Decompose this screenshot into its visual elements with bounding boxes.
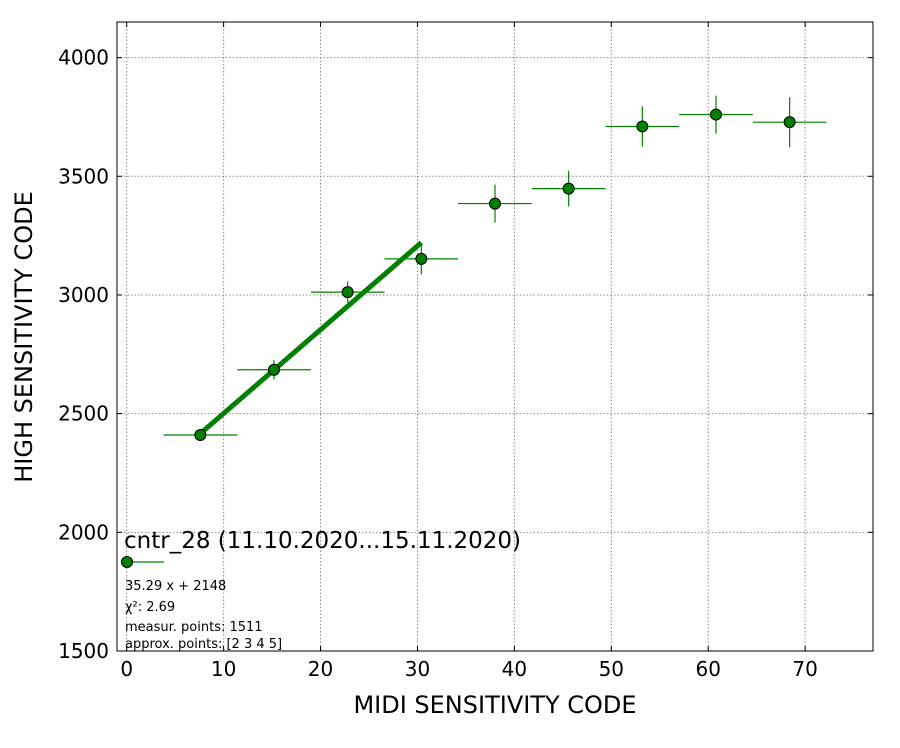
y-tick-label: 3000 [58, 283, 109, 307]
data-point [341, 286, 354, 299]
x-tick-label: 20 [308, 657, 333, 681]
data-point [415, 252, 428, 265]
x-tick-label: 30 [405, 657, 430, 681]
grid [117, 22, 873, 651]
data-point-group [752, 97, 827, 148]
data-point-group [531, 170, 606, 207]
x-tick-label: 40 [502, 657, 527, 681]
data-points [163, 95, 827, 442]
data-point-group [605, 106, 680, 147]
y-axis-label: HIGH SENSITIVITY CODE [10, 191, 38, 483]
legend-chi-square: χ²: 2.69 [125, 600, 175, 615]
data-point [194, 429, 207, 442]
legend-title: cntr_28 (11.10.2020...15.11.2020) [124, 528, 521, 554]
legend-measur-points: measur. points: 1511 [125, 620, 263, 635]
y-tick-label: 2500 [58, 402, 109, 426]
x-tick-label: 50 [599, 657, 624, 681]
fit-line-group [198, 240, 423, 436]
data-point [709, 108, 722, 121]
legend-fit-equation: 35.29 x + 2148 [125, 579, 226, 594]
x-tick-label: 10 [211, 657, 236, 681]
y-tick-label: 1500 [58, 639, 109, 663]
plot-frame [116, 21, 874, 652]
data-point-group [458, 184, 532, 223]
x-tick-label: 70 [792, 657, 817, 681]
ticks: 0 10 20 30 40 50 60 70 1500 2000 2500 3000 3500 4000 [58, 22, 873, 681]
y-tick-label: 3500 [58, 164, 109, 188]
x-tick-label: 60 [696, 657, 721, 681]
y-tick-label: 2000 [58, 520, 109, 544]
data-point-group [310, 281, 385, 303]
data-point-group [679, 95, 753, 134]
data-point-group [384, 243, 459, 275]
data-point [783, 116, 796, 129]
data-point [268, 363, 281, 376]
legend-marker [121, 556, 133, 568]
data-point [562, 182, 575, 195]
data-point-group [237, 360, 311, 380]
x-tick-label: 0 [120, 657, 133, 681]
data-point [489, 197, 501, 210]
legend: cntr_28 (11.10.2020...15.11.2020) 35.29 … [121, 528, 521, 652]
y-tick-label: 4000 [58, 46, 109, 70]
legend-approx-points: approx. points: [2 3 4 5] [125, 637, 282, 652]
x-axis-label: MIDI SENSITIVITY CODE [353, 691, 636, 719]
fit-line [198, 240, 423, 436]
data-point-group [163, 429, 238, 442]
data-point [636, 120, 649, 133]
